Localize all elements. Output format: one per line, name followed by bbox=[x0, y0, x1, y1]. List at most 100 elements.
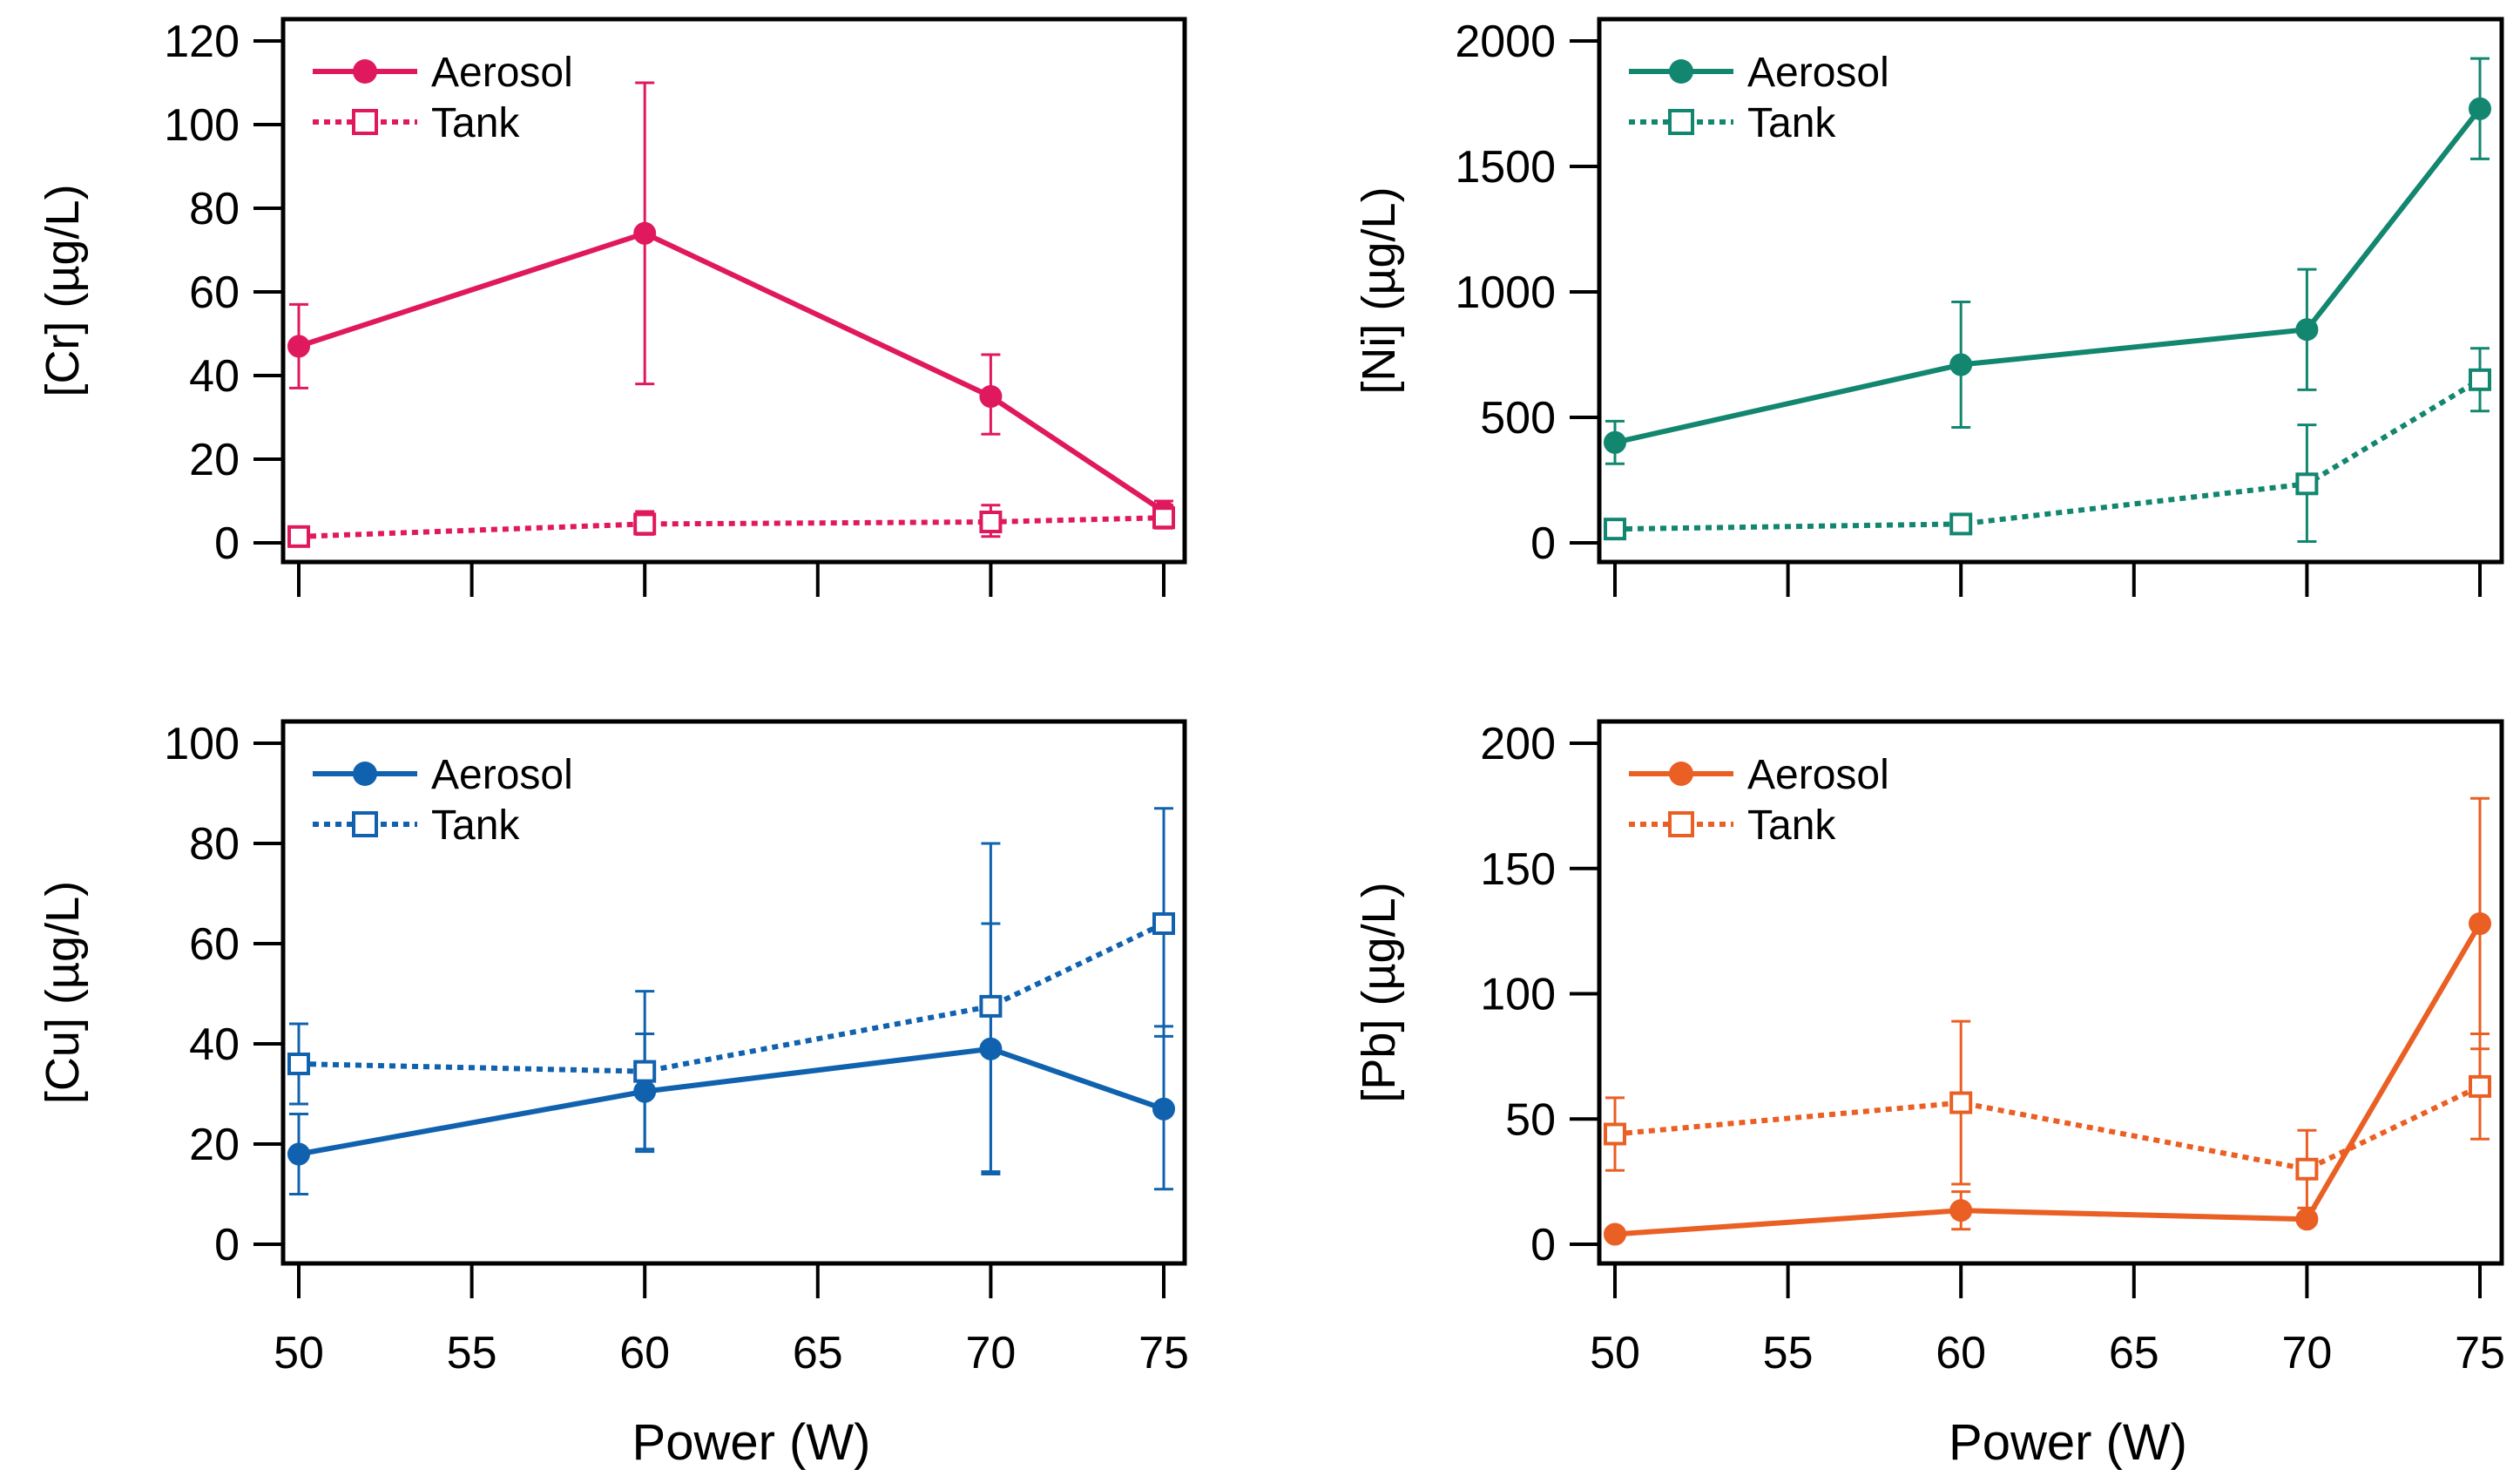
y-tick-label: 150 bbox=[1480, 844, 1556, 895]
y-tick-label: 20 bbox=[189, 435, 240, 485]
y-tick-label: 40 bbox=[189, 1019, 240, 1070]
legend-marker bbox=[1668, 109, 1694, 135]
plot-frame bbox=[280, 719, 1187, 1266]
data-point bbox=[633, 221, 657, 245]
data-point bbox=[287, 525, 310, 548]
chart-pb: 0 50 100 150 200 50 55 60 65 70 75 [Pb] (µg/L) Power… bbox=[1353, 719, 2505, 1471]
y-tick-label: 100 bbox=[164, 100, 240, 151]
y-tick-label: 500 bbox=[1480, 393, 1556, 444]
data-point bbox=[2295, 1208, 2319, 1231]
legend-marker bbox=[1669, 59, 1693, 84]
y-axis-label: [Cu] (µg/L) bbox=[37, 881, 89, 1104]
series-line bbox=[298, 1046, 1165, 1157]
legend-marker bbox=[1668, 811, 1694, 837]
y-tick-label: 0 bbox=[1530, 1220, 1556, 1270]
series-line bbox=[1614, 1084, 2482, 1172]
legend-marker bbox=[1669, 762, 1693, 786]
x-tick-label: 75 bbox=[2455, 1328, 2505, 1378]
series-line bbox=[298, 921, 1165, 1074]
legend-label-aerosol: Aerosol bbox=[1747, 50, 1889, 96]
y-tick-label: 0 bbox=[214, 1220, 240, 1270]
y-tick-label: 0 bbox=[1530, 518, 1556, 569]
data-point bbox=[633, 512, 657, 536]
x-tick-label: 70 bbox=[2281, 1328, 2332, 1378]
data-point bbox=[287, 335, 310, 358]
y-tick-label: 100 bbox=[1480, 970, 1556, 1020]
data-point bbox=[979, 385, 1003, 408]
series-line bbox=[1614, 922, 2483, 1237]
data-point bbox=[2295, 318, 2319, 342]
legend-label-tank: Tank bbox=[1747, 100, 1836, 146]
y-tick-label: 40 bbox=[189, 351, 240, 402]
y-tick-label: 1000 bbox=[1455, 267, 1556, 318]
y-tick-label: 100 bbox=[164, 719, 240, 769]
data-point bbox=[1152, 912, 1175, 935]
x-tick-label: 75 bbox=[1138, 1328, 1189, 1378]
y-tick-label: 200 bbox=[1480, 719, 1556, 769]
y-tick-label: 80 bbox=[189, 819, 240, 870]
y-tick-label: 0 bbox=[214, 518, 240, 569]
x-tick-label: 60 bbox=[619, 1328, 670, 1378]
data-point bbox=[979, 511, 1003, 533]
series-aerosol bbox=[287, 922, 1175, 1195]
data-point bbox=[1949, 353, 1973, 376]
x-tick-label: 55 bbox=[447, 1328, 497, 1378]
data-point bbox=[633, 1060, 657, 1083]
series-line bbox=[298, 515, 1165, 539]
y-axis-label: [Cr] (µg/L) bbox=[37, 184, 89, 396]
series-tank bbox=[287, 807, 1175, 1175]
data-point bbox=[1152, 506, 1175, 530]
data-point bbox=[287, 1053, 310, 1075]
data-point bbox=[1604, 1122, 1626, 1146]
x-tick-label: 65 bbox=[793, 1328, 843, 1378]
x-tick-label: 55 bbox=[1763, 1328, 1814, 1378]
data-point bbox=[2295, 1157, 2319, 1181]
data-point bbox=[1949, 1091, 1973, 1114]
legend-marker bbox=[353, 59, 377, 84]
series-aerosol bbox=[1604, 57, 2491, 465]
y-tick-label: 2000 bbox=[1455, 17, 1556, 67]
legend-label-aerosol: Aerosol bbox=[431, 50, 573, 96]
plot-frame bbox=[1597, 719, 2504, 1266]
series-aerosol bbox=[1604, 796, 2491, 1246]
x-tick-label: 65 bbox=[2109, 1328, 2159, 1378]
legend-label-aerosol: Aerosol bbox=[431, 752, 573, 798]
plot-frame bbox=[280, 17, 1187, 565]
x-tick-label: 60 bbox=[1936, 1328, 1986, 1378]
data-point bbox=[1604, 518, 1626, 541]
legend-label-tank: Tank bbox=[1747, 802, 1836, 849]
y-tick-label: 20 bbox=[189, 1120, 240, 1170]
data-point bbox=[1949, 512, 1973, 536]
data-point bbox=[979, 994, 1003, 1018]
data-point bbox=[2469, 912, 2491, 935]
series-tank bbox=[1604, 1019, 2491, 1209]
series-tank bbox=[1604, 347, 2491, 544]
data-point bbox=[287, 1142, 310, 1166]
x-axis-label: Power (W) bbox=[1949, 1414, 2187, 1471]
chart-cu: 0 20 40 60 80 100 50 55 60 65 70 75 [Cu] (µg/L) Power… bbox=[37, 719, 1189, 1471]
series-line bbox=[1614, 106, 2483, 445]
data-point bbox=[2469, 1074, 2491, 1098]
y-tick-label: 1500 bbox=[1455, 142, 1556, 193]
data-point bbox=[1152, 1097, 1175, 1121]
x-tick-label: 50 bbox=[1590, 1328, 1640, 1378]
data-point bbox=[2469, 368, 2491, 391]
legend-label-tank: Tank bbox=[431, 100, 520, 146]
series-tank bbox=[287, 504, 1175, 548]
data-point bbox=[1949, 1199, 1973, 1222]
legend-label-aerosol: Aerosol bbox=[1747, 752, 1889, 798]
y-axis-label: [Ni] (µg/L) bbox=[1353, 186, 1405, 394]
series-aerosol bbox=[287, 81, 1175, 528]
y-tick-label: 50 bbox=[1505, 1094, 1556, 1145]
legend-label-tank: Tank bbox=[431, 802, 520, 849]
legend-marker bbox=[353, 762, 377, 786]
data-point bbox=[1604, 1222, 1626, 1246]
x-tick-label: 70 bbox=[965, 1328, 1016, 1378]
data-point bbox=[1604, 430, 1626, 454]
x-axis-label: Power (W) bbox=[632, 1414, 871, 1471]
